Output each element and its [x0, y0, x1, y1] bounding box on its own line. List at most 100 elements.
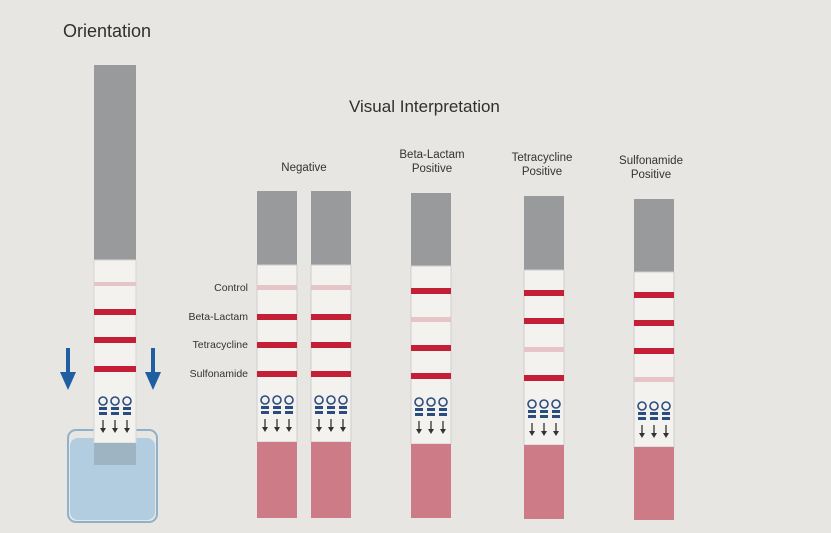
- small-down-arrow-icon: [440, 421, 446, 434]
- orientation-tetracycline-line: [94, 337, 136, 343]
- reagent-ring-icon: [284, 395, 294, 405]
- reagent-bar-icon: [327, 406, 335, 409]
- result-tetracycline-positive-heading: Positive: [522, 166, 562, 178]
- tetracycline-line: [524, 347, 564, 352]
- result-tetracycline-positive-heading: Tetracycline: [512, 152, 573, 164]
- orientation-title: Orientation: [63, 21, 151, 41]
- control-line: [634, 292, 674, 298]
- test-strip: [523, 196, 565, 519]
- reagent-bar-icon: [540, 415, 548, 418]
- line-labels: Control Beta-Lactam Tetracycline Sulfonamid…: [188, 282, 248, 380]
- reagent-bar-icon: [111, 412, 119, 415]
- test-strip: [410, 193, 452, 518]
- small-down-arrow-icon: [262, 419, 268, 432]
- strip-handle: [524, 196, 564, 270]
- sulfonamide-line: [257, 371, 297, 377]
- sample-pad: [634, 447, 674, 520]
- small-down-arrow-icon: [639, 425, 645, 438]
- line-label-control: Control: [214, 282, 248, 294]
- strip-handle: [411, 193, 451, 266]
- orientation-reagent-icons: [98, 396, 132, 433]
- reagent-ring-icon: [426, 397, 436, 407]
- small-down-arrow-icon: [663, 425, 669, 438]
- small-down-arrow-icon: [553, 423, 559, 436]
- reagent-ring-icon: [98, 396, 108, 406]
- orientation-icon-cluster: [98, 396, 132, 433]
- reagent-bar-icon: [540, 410, 548, 413]
- reagent-bar-icon: [638, 412, 646, 415]
- small-down-arrow-icon: [529, 423, 535, 436]
- reagent-icon-cluster: [314, 395, 348, 432]
- strip-handle: [311, 191, 351, 265]
- small-down-arrow-icon: [112, 420, 118, 433]
- result-beta-lactam-positive: Beta-Lactam Positive: [399, 149, 465, 518]
- reagent-bar-icon: [315, 411, 323, 414]
- reagent-ring-icon: [539, 399, 549, 409]
- strip-handle: [257, 191, 297, 265]
- reagent-bar-icon: [528, 410, 536, 413]
- reagent-bar-icon: [427, 408, 435, 411]
- reagent-bar-icon: [662, 412, 670, 415]
- beta-lactam-line: [411, 317, 451, 322]
- strip-window: [633, 271, 675, 448]
- sulfonamide-line: [634, 377, 674, 382]
- reagent-bar-icon: [261, 411, 269, 414]
- small-down-arrow-icon: [416, 421, 422, 434]
- orientation-strip-pad: [94, 443, 136, 465]
- reagent-ring-icon: [649, 401, 659, 411]
- result-sulfonamide-positive-heading: Positive: [631, 169, 671, 181]
- orientation-beta-lactam-line: [94, 309, 136, 315]
- reagent-bar-icon: [528, 415, 536, 418]
- reagent-bar-icon: [415, 413, 423, 416]
- sample-pad: [524, 445, 564, 519]
- small-down-arrow-icon: [100, 420, 106, 433]
- strip-window: [256, 264, 298, 443]
- orientation-strip-window: [93, 259, 137, 444]
- beta-lactam-line: [311, 314, 351, 320]
- tetracycline-line: [257, 342, 297, 348]
- reagent-bar-icon: [415, 408, 423, 411]
- small-down-arrow-icon: [340, 419, 346, 432]
- reagent-bar-icon: [261, 406, 269, 409]
- small-down-arrow-icon: [328, 419, 334, 432]
- sulfonamide-line: [411, 373, 451, 379]
- reagent-bar-icon: [552, 410, 560, 413]
- reagent-bar-icon: [427, 413, 435, 416]
- line-label-sulfonamide: Sulfonamide: [190, 368, 249, 380]
- line-label-tetracycline: Tetracycline: [193, 339, 249, 351]
- reagent-bar-icon: [285, 406, 293, 409]
- orientation-control-line: [94, 282, 136, 286]
- reagent-bar-icon: [99, 407, 107, 410]
- strip-window: [310, 264, 352, 443]
- result-negative-heading: Negative: [281, 162, 326, 174]
- sample-pad: [257, 442, 297, 518]
- reagent-ring-icon: [272, 395, 282, 405]
- orientation-illustration: [60, 65, 161, 523]
- reagent-icon-cluster: [260, 395, 294, 432]
- reagent-bar-icon: [123, 412, 131, 415]
- test-strip: [256, 191, 298, 518]
- tetracycline-line: [634, 348, 674, 354]
- reagent-bar-icon: [273, 411, 281, 414]
- reagent-bar-icon: [650, 417, 658, 420]
- reagent-ring-icon: [438, 397, 448, 407]
- sulfonamide-line: [524, 375, 564, 381]
- reagent-ring-icon: [661, 401, 671, 411]
- reagent-bar-icon: [327, 411, 335, 414]
- reagent-ring-icon: [326, 395, 336, 405]
- small-down-arrow-icon: [124, 420, 130, 433]
- reagent-ring-icon: [314, 395, 324, 405]
- reagent-ring-icon: [414, 397, 424, 407]
- sulfonamide-line: [311, 371, 351, 377]
- reagent-ring-icon: [637, 401, 647, 411]
- result-beta-lactam-positive-heading: Beta-Lactam: [399, 149, 464, 161]
- tetracycline-line: [311, 342, 351, 348]
- result-sulfonamide-positive-heading: Sulfonamide: [619, 155, 683, 167]
- reagent-bar-icon: [273, 406, 281, 409]
- reagent-bar-icon: [638, 417, 646, 420]
- interpretation-title: Visual Interpretation: [349, 97, 500, 116]
- small-down-arrow-icon: [541, 423, 547, 436]
- beta-lactam-line: [524, 318, 564, 324]
- reagent-icon-cluster: [637, 401, 671, 438]
- reagent-bar-icon: [552, 415, 560, 418]
